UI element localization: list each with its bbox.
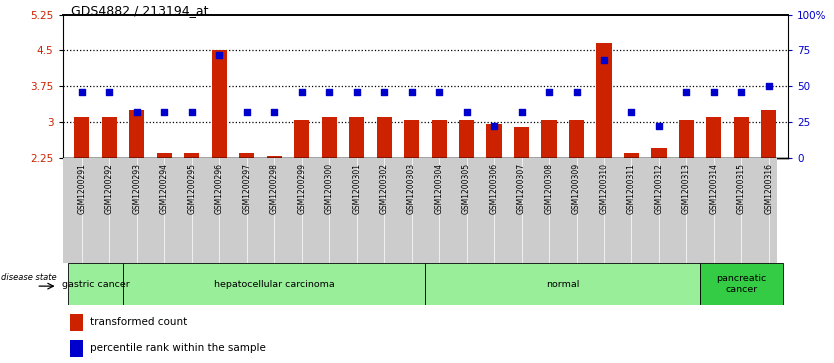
Bar (624, 153, 639, 158)
Bar (596, 43, 611, 158)
Bar (569, 120, 584, 158)
Bar (404, 120, 420, 158)
Point (75, 89, 88, 95)
Point (542, 89, 555, 95)
Text: GSM1200305: GSM1200305 (462, 163, 471, 214)
Bar (349, 117, 364, 158)
Point (130, 109, 143, 115)
Text: GSM1200301: GSM1200301 (352, 163, 361, 214)
Bar (123, 263, 425, 305)
Point (625, 109, 638, 115)
Bar (70, 314, 83, 331)
Text: GSM1200299: GSM1200299 (297, 163, 306, 214)
Text: GSM1200309: GSM1200309 (572, 163, 581, 214)
Bar (74, 117, 89, 158)
Text: GSM1200303: GSM1200303 (407, 163, 416, 214)
Point (487, 123, 500, 129)
Bar (431, 120, 447, 158)
Bar (212, 50, 227, 158)
Bar (102, 117, 117, 158)
Point (762, 83, 776, 89)
Text: GSM1200316: GSM1200316 (765, 163, 773, 214)
Bar (294, 120, 309, 158)
Text: GSM1200307: GSM1200307 (517, 163, 526, 214)
Bar (459, 120, 474, 158)
Point (240, 109, 254, 115)
Text: disease state: disease state (1, 273, 57, 282)
Point (680, 89, 693, 95)
Bar (541, 120, 556, 158)
Text: GSM1200292: GSM1200292 (105, 163, 113, 214)
Text: GSM1200291: GSM1200291 (78, 163, 86, 214)
Bar (70, 340, 83, 357)
Text: GSM1200300: GSM1200300 (324, 163, 334, 214)
Bar (425, 263, 701, 305)
Point (652, 123, 666, 129)
Bar (734, 117, 749, 158)
Text: GSM1200314: GSM1200314 (710, 163, 718, 214)
Text: GSM1200306: GSM1200306 (490, 163, 499, 214)
Point (268, 109, 281, 115)
Text: GSM1200310: GSM1200310 (600, 163, 609, 214)
Point (158, 109, 171, 115)
Bar (701, 263, 782, 305)
Point (735, 89, 748, 95)
Text: GSM1200302: GSM1200302 (379, 163, 389, 214)
Bar (322, 117, 337, 158)
Point (432, 89, 445, 95)
Point (213, 52, 226, 58)
Text: percentile rank within the sample: percentile rank within the sample (90, 343, 266, 354)
Point (378, 89, 391, 95)
Point (405, 89, 419, 95)
Text: hepatocellular carcinoma: hepatocellular carcinoma (214, 280, 334, 289)
Text: GDS4882 / 213194_at: GDS4882 / 213194_at (71, 4, 208, 17)
Point (185, 109, 198, 115)
Point (350, 89, 364, 95)
Bar (157, 153, 172, 158)
Point (515, 109, 528, 115)
Text: GSM1200312: GSM1200312 (655, 163, 664, 214)
Bar (651, 148, 666, 158)
Text: GSM1200294: GSM1200294 (160, 163, 168, 214)
Bar (514, 127, 529, 158)
Point (103, 89, 116, 95)
Text: GSM1200297: GSM1200297 (242, 163, 251, 214)
Text: GSM1200298: GSM1200298 (269, 163, 279, 214)
Point (460, 109, 473, 115)
Bar (706, 117, 721, 158)
Text: GSM1200313: GSM1200313 (682, 163, 691, 214)
Bar (761, 110, 776, 158)
Bar (184, 153, 199, 158)
Bar (377, 117, 392, 158)
Point (570, 89, 583, 95)
Bar (679, 120, 694, 158)
Point (295, 89, 309, 95)
Text: GSM1200293: GSM1200293 (133, 163, 141, 214)
Point (707, 89, 721, 95)
Text: GSM1200296: GSM1200296 (214, 163, 224, 214)
Bar (267, 155, 282, 158)
Bar (486, 125, 501, 158)
Text: normal: normal (546, 280, 580, 289)
Point (597, 57, 610, 63)
Text: GSM1200295: GSM1200295 (187, 163, 196, 214)
Bar (68, 263, 123, 305)
Text: GSM1200311: GSM1200311 (627, 163, 636, 214)
Bar (239, 153, 254, 158)
Text: gastric cancer: gastric cancer (62, 280, 129, 289)
Text: GSM1200304: GSM1200304 (435, 163, 444, 214)
Point (323, 89, 336, 95)
Text: transformed count: transformed count (90, 317, 188, 327)
Text: pancreatic
cancer: pancreatic cancer (716, 274, 766, 294)
Text: GSM1200315: GSM1200315 (737, 163, 746, 214)
Text: GSM1200308: GSM1200308 (545, 163, 554, 214)
Bar (129, 110, 144, 158)
